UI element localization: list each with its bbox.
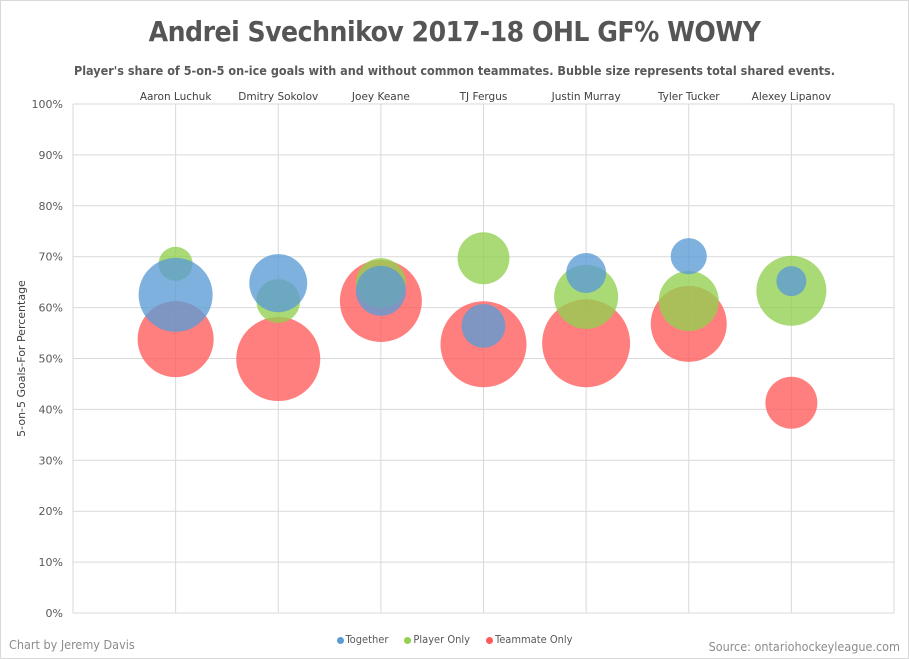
bubble-together xyxy=(355,265,406,316)
bubble-teammate-only xyxy=(542,299,631,388)
category-label: Justin Murray xyxy=(551,91,621,103)
legend-item: Together xyxy=(336,633,389,646)
bubble-player-only xyxy=(658,270,719,331)
bubble-player-only xyxy=(457,232,510,285)
chart-subtitle: Player's share of 5-on-5 on-ice goals wi… xyxy=(73,63,836,78)
category-label: TJ Fergus xyxy=(459,91,508,103)
y-tick-label: 100% xyxy=(32,98,63,111)
y-tick-label: 0% xyxy=(46,607,63,620)
bubble-together xyxy=(461,304,506,348)
bubble-teammate-only xyxy=(765,376,818,429)
y-tick-label: 30% xyxy=(39,454,63,467)
chart-title: Andrei Svechnikov 2017-18 OHL GF% WOWY xyxy=(148,15,761,48)
y-tick-label: 70% xyxy=(39,251,63,264)
chart-source: Source: ontariohockeyleague.com xyxy=(708,639,900,654)
category-label: Joey Keane xyxy=(351,91,410,103)
legend-dot-icon xyxy=(336,636,344,644)
legend: Together Player Only Teammate Only xyxy=(1,633,908,646)
bubble-together xyxy=(566,252,607,293)
legend-label: Player Only xyxy=(413,633,471,646)
y-axis-label: 5-on-5 Goals-For Percentage xyxy=(15,280,28,437)
chart-credit: Chart by Jeremy Davis xyxy=(9,637,135,652)
y-tick-label: 10% xyxy=(39,556,63,569)
legend-item: Teammate Only xyxy=(486,633,572,646)
bubble-together xyxy=(138,257,213,332)
y-tick-label: 20% xyxy=(39,505,63,518)
bubble-together xyxy=(249,254,308,313)
y-tick-label: 50% xyxy=(39,353,63,366)
legend-dot-icon xyxy=(404,636,412,644)
y-tick-label: 40% xyxy=(39,403,63,416)
bubble-together xyxy=(670,238,707,275)
y-tick-label: 60% xyxy=(39,302,63,315)
bubble-teammate-only xyxy=(236,316,321,402)
legend-label: Teammate Only xyxy=(495,633,573,646)
category-label: Tyler Tucker xyxy=(657,91,720,103)
category-label: Alexey Lipanov xyxy=(752,91,831,103)
y-tick-label: 80% xyxy=(39,200,63,213)
legend-label: Together xyxy=(345,633,389,646)
legend-item: Player Only xyxy=(404,633,470,646)
category-label: Aaron Luchuk xyxy=(140,91,213,103)
y-tick-label: 90% xyxy=(39,149,63,162)
category-label: Dmitry Sokolov xyxy=(238,91,318,103)
bubble-together xyxy=(776,266,807,297)
legend-dot-icon xyxy=(486,636,494,644)
